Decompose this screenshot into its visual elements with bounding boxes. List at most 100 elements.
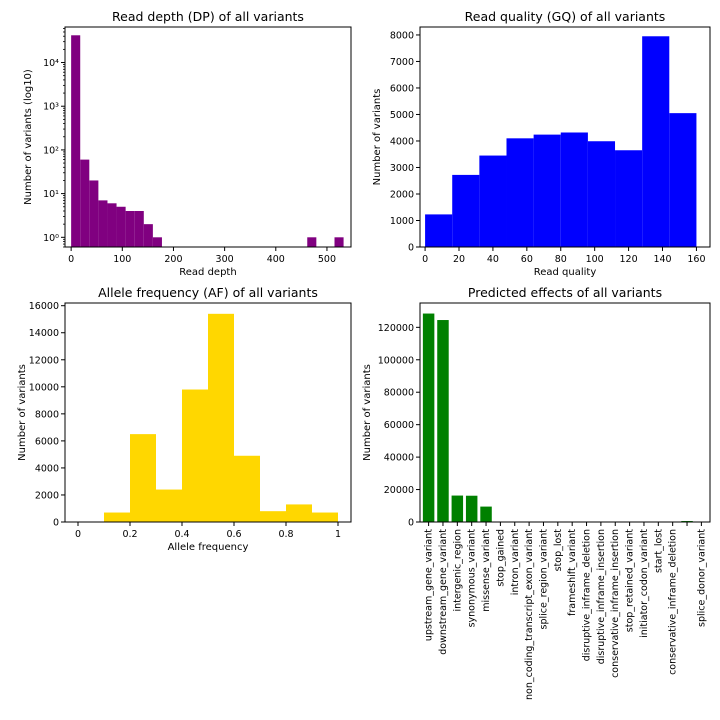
bar: [422, 313, 435, 522]
y-tick-label: 5000: [390, 110, 414, 121]
bar: [80, 159, 90, 247]
x-tick-label: disruptive_inframe_insertion: [596, 529, 607, 664]
x-tick-label: stop_gained: [495, 529, 506, 587]
x-tick-label: upstream_gene_variant: [424, 529, 435, 641]
x-axis-label: Allele frequency: [168, 542, 249, 553]
y-axis-label: Number of variants: [17, 364, 28, 461]
chart-title: Allele frequency (AF) of all variants: [98, 285, 318, 300]
axes-frame: [64, 26, 352, 248]
bar: [182, 389, 208, 522]
y-tick-label: 2000: [35, 490, 59, 501]
x-tick-label: initiator_codon_variant: [639, 529, 650, 638]
chart-dp: 0 100 200 300 400 500 10⁰ 10¹ 10² 10³ 10⁴ Read dept…: [23, 9, 352, 278]
chart-gq: 0 20 40 60 80 100 120 140 160 0 1000 2000 3000 4000 50…: [372, 9, 711, 278]
y-tick-label: 12000: [29, 355, 59, 366]
x-tick-label: start_lost: [653, 529, 664, 573]
x-tick-label: conservative_inframe_insertion: [610, 529, 621, 678]
y-tick-label: 8000: [390, 30, 414, 41]
x-axis-label: Read depth: [179, 267, 236, 278]
y-tick-label: 2000: [390, 189, 414, 200]
x-tick-label: 100: [113, 254, 131, 265]
y-tick-label: 3000: [390, 163, 414, 174]
x-tick-label: splice_region_variant: [538, 529, 549, 630]
axes-frame: [419, 302, 711, 523]
bar: [479, 155, 507, 247]
bar: [560, 132, 588, 247]
x-tick-label: 100: [586, 254, 604, 265]
bar: [669, 113, 697, 247]
bar: [587, 141, 616, 247]
x-axis-label: Read quality: [534, 267, 597, 278]
x-tick-label: 200: [164, 254, 182, 265]
x-tick-label: synonymous_variant: [467, 529, 478, 628]
x-tick-label: 20: [453, 254, 465, 265]
bar: [89, 180, 99, 247]
y-tick-label: 100000: [378, 355, 414, 366]
bar: [116, 206, 126, 247]
bar: [425, 214, 453, 247]
x-tick-label: 0.4: [174, 529, 189, 540]
bar: [156, 489, 182, 522]
bar: [107, 203, 117, 247]
axes-frame: [419, 26, 711, 248]
x-tick-label: 0.2: [122, 529, 137, 540]
y-tick-label: 8000: [35, 409, 59, 420]
x-tick-label: 0: [422, 254, 428, 265]
x-tick-label: 0: [68, 254, 74, 265]
bar: [452, 174, 480, 247]
bar: [480, 506, 492, 522]
x-tick-label: 500: [318, 254, 336, 265]
bar: [312, 512, 338, 522]
bar: [506, 138, 534, 247]
y-tick-label: 0: [53, 518, 59, 529]
y-tick-label: 40000: [384, 453, 414, 464]
y-tick-label: 10²: [43, 145, 59, 156]
y-tick-label: 20000: [384, 485, 414, 496]
y-tick-label: 10000: [29, 382, 59, 393]
y-tick-label: 6000: [35, 436, 59, 447]
bar: [208, 313, 234, 522]
y-tick-label: 10⁰: [43, 233, 59, 244]
y-axis-label: Number of variants (log10): [23, 69, 34, 205]
x-tick-label: 400: [267, 254, 285, 265]
bar: [104, 512, 130, 522]
x-tick-label: stop_retained_variant: [625, 529, 636, 632]
bar: [152, 237, 162, 247]
x-tick-label: intergenic_region: [452, 529, 463, 612]
y-tick-label: 0: [408, 243, 414, 254]
bar: [286, 504, 312, 522]
axes-frame: [64, 302, 352, 523]
y-tick-label: 80000: [384, 388, 414, 399]
y-axis-label: Number of variants: [372, 89, 383, 186]
chart-effects: upstream_gene_variant downstream_gene_var…: [362, 285, 711, 700]
y-tick-label: 120000: [378, 323, 414, 334]
y-tick-label: 10³: [43, 102, 59, 113]
chart-title: Read quality (GQ) of all variants: [465, 9, 666, 24]
bar: [334, 237, 344, 247]
y-tick-label: 6000: [390, 83, 414, 94]
bar: [98, 200, 108, 247]
bar: [143, 224, 153, 247]
x-tick-label: stop_lost: [553, 529, 564, 572]
x-tick-label: 60: [521, 254, 533, 265]
y-tick-label: 16000: [29, 301, 59, 312]
x-tick-label: downstream_gene_variant: [438, 529, 449, 655]
bar: [642, 36, 670, 248]
bar: [130, 434, 156, 522]
bar: [307, 237, 317, 247]
bar: [134, 210, 144, 247]
x-tick-label: 80: [555, 254, 567, 265]
x-tick-label: missense_variant: [481, 529, 492, 612]
x-tick-label: 120: [620, 254, 638, 265]
bar: [533, 134, 561, 247]
x-tick-label: 140: [653, 254, 671, 265]
bar: [451, 495, 464, 522]
x-tick-label: conservative_inframe_deletion: [668, 529, 679, 675]
y-tick-label: 60000: [384, 420, 414, 431]
x-tick-label: 0: [75, 529, 81, 540]
chart-af: 0 0.2 0.4 0.6 0.8 1 0 2000 4000 6000 8000 10000 1200…: [17, 285, 352, 553]
x-tick-label: disruptive_inframe_deletion: [582, 529, 593, 661]
bar: [125, 210, 135, 247]
y-axis-label: Number of variants: [362, 364, 373, 461]
